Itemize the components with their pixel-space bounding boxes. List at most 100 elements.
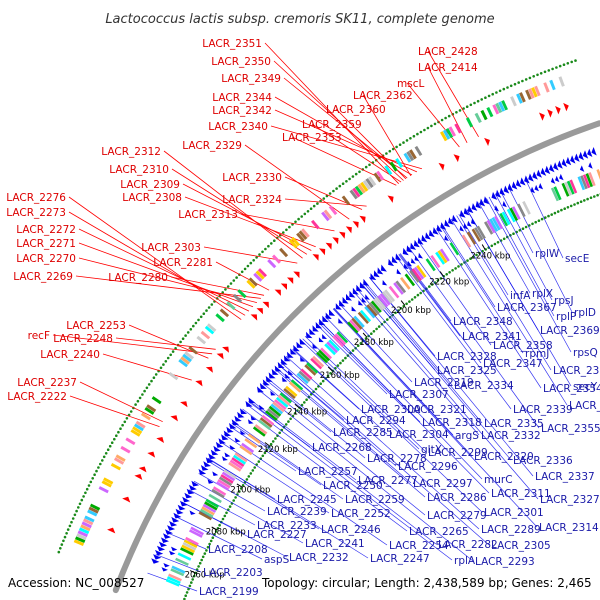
gc-dot [555, 66, 558, 69]
label-leader [171, 168, 308, 255]
gc-dot [65, 532, 68, 535]
gene-label-forward: LACR_2270 [16, 253, 76, 265]
gc-dot [496, 241, 500, 244]
gc-band-inner [234, 452, 248, 463]
gc-dot [532, 75, 535, 78]
gc-dot [191, 578, 194, 581]
gc-dot [239, 487, 243, 490]
forward-gene-arrow [147, 451, 156, 458]
gene-label-reverse: LACR_2354 [543, 383, 600, 395]
gc-band-outer [448, 126, 456, 137]
gc-dot [205, 309, 208, 312]
gc-dot [553, 211, 557, 215]
gene-label-reverse: LACR_2314 [539, 522, 599, 534]
gc-band-outer [376, 170, 385, 181]
gene-label-forward: LACR_2330 [222, 172, 282, 184]
reverse-gene-arrow [425, 232, 431, 240]
gc-dot [416, 132, 419, 136]
gene-label-reverse: LACR_2296 [398, 461, 458, 473]
gc-band-inner [413, 266, 425, 280]
gc-band-inner [168, 573, 182, 582]
gc-band-outer [77, 530, 88, 538]
label-leader [182, 183, 312, 251]
gc-band-inner [277, 394, 291, 406]
gene-label-forward: LACR_2280 [108, 272, 168, 284]
reverse-gene-arrow [388, 258, 395, 267]
gene-label-reverse: aspS [264, 554, 290, 566]
reverse-gene-arrow [283, 355, 291, 362]
gene-label-forward: LACR_2312 [101, 146, 161, 158]
gc-band-inner [228, 461, 242, 472]
gene-label-reverse: LACR_2265 [409, 526, 469, 538]
gc-band-inner [379, 293, 391, 306]
gc-dot [192, 324, 195, 328]
reverse-gene-arrow [250, 415, 257, 421]
gc-dot [586, 197, 589, 201]
gc-band-outer [360, 181, 369, 192]
gc-dot [269, 442, 273, 446]
gc-band-outer [248, 277, 258, 287]
reverse-gene-arrow [467, 220, 472, 227]
reverse-gene-arrow [287, 370, 294, 375]
gc-band-inner [561, 182, 570, 197]
reverse-gene-arrow [189, 510, 196, 515]
label-leader [68, 211, 246, 316]
gc-band-inner [215, 481, 230, 491]
gc-dot [267, 244, 270, 248]
gc-band-inner [220, 474, 234, 484]
reverse-gene-arrow [245, 400, 253, 407]
gene-label-reverse: LACR_2254 [389, 540, 449, 552]
forward-gene-arrow [453, 154, 460, 163]
gene-label-reverse: LACR_2245 [277, 494, 337, 506]
gc-band-inner [466, 231, 477, 245]
gene-label-reverse: LACR_2203 [203, 567, 263, 579]
gc-band-inner [182, 542, 197, 551]
gc-dot [164, 360, 168, 363]
gc-dot [206, 545, 210, 549]
reverse-gene-arrow [339, 300, 346, 307]
gc-band-outer [528, 88, 535, 99]
gc-dot [289, 417, 292, 421]
reverse-gene-arrow [171, 516, 180, 523]
gc-dot [495, 91, 498, 94]
gene-label-reverse: LACR_2339 [513, 404, 573, 416]
gc-dot [394, 311, 397, 315]
reverse-gene-arrow [555, 175, 560, 183]
gc-dot [356, 344, 360, 348]
reverse-gene-arrow [349, 290, 356, 298]
reverse-gene-arrow [382, 280, 388, 286]
reverse-gene-arrow [370, 273, 377, 281]
gc-dot [469, 103, 473, 107]
gc-band-inner [334, 333, 347, 346]
gc-band-outer [84, 515, 95, 523]
gene-label-reverse: secE [565, 253, 589, 265]
gene-label-reverse: LACR_2307 [389, 389, 449, 401]
gc-dot [509, 84, 513, 88]
gc-dot [506, 86, 509, 89]
gc-band-inner [384, 289, 395, 302]
gc-dot [537, 219, 541, 222]
gc-band-inner [189, 529, 203, 538]
gc-dot [84, 491, 87, 495]
label-leader [232, 421, 344, 500]
gc-band-inner [484, 221, 494, 235]
label-leader [362, 94, 412, 177]
gc-band-inner [239, 445, 253, 456]
reverse-gene-arrow [561, 158, 567, 167]
gc-band-inner [368, 302, 380, 315]
gene-label-forward: LACR_2222 [7, 391, 67, 403]
gc-dot [490, 244, 494, 248]
gc-dot [462, 107, 465, 110]
gc-dot [108, 444, 112, 448]
gc-band-inner [199, 508, 214, 518]
gc-dot [544, 216, 547, 219]
gene-label-forward: LACR_2253 [66, 320, 126, 332]
gc-band-inner [373, 298, 384, 311]
gene-label-reverse: rpsJ [554, 295, 574, 307]
label-leader [399, 253, 482, 364]
gc-band-inner [190, 526, 204, 536]
gc-band-outer [373, 172, 382, 183]
label-leader [324, 316, 483, 480]
gc-band-outer [80, 524, 91, 532]
forward-gene-arrow [312, 254, 319, 261]
